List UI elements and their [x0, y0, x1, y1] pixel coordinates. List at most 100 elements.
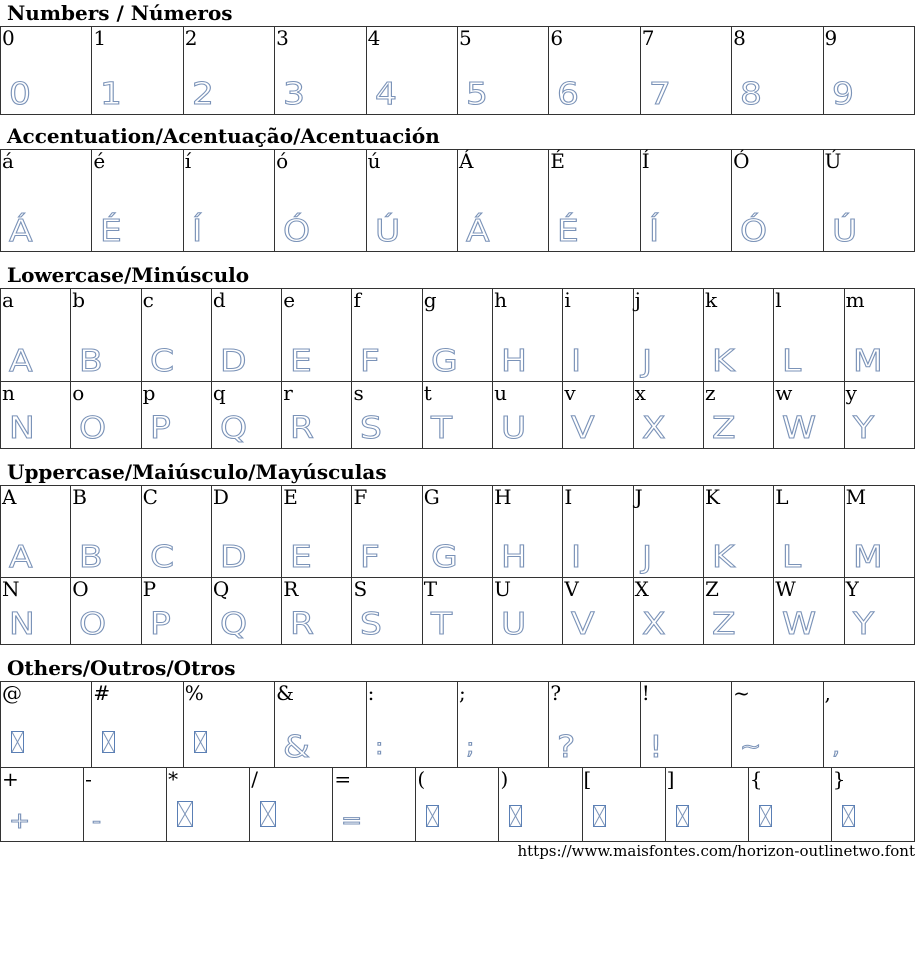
- outline-glyph: R: [290, 607, 315, 642]
- glyph-cell: pp: [140, 381, 212, 449]
- glyph-label: t: [423, 381, 432, 405]
- glyph-cell: uu: [492, 381, 564, 449]
- glyph-label: ]: [666, 767, 675, 791]
- font-specimen: Numbers / Números 0 0 1 1 2 2 3 3 4 4 5 5 6 6 7 7 8 8 9 9 Acc…: [0, 1, 916, 842]
- glyph-label: á: [2, 149, 14, 173]
- outline-glyph: s: [360, 411, 383, 446]
- glyph-cell: kk: [702, 288, 775, 382]
- glyph-label: É: [550, 149, 565, 173]
- missing-glyph-icon: [193, 731, 207, 757]
- glyph-cell: !!: [639, 681, 733, 768]
- outline-glyph: d: [219, 344, 247, 379]
- missing-glyph-icon: [11, 731, 24, 757]
- glyph-label: J: [634, 485, 643, 509]
- glyph-cell: zz: [702, 381, 775, 449]
- outline-glyph: p: [149, 411, 171, 446]
- glyph-label: K: [704, 485, 720, 509]
- outline-glyph: O: [79, 607, 107, 642]
- glyph-cell: ww: [773, 381, 845, 449]
- outline-glyph: G: [430, 540, 458, 575]
- glyph-cell: & &: [274, 681, 367, 768]
- outline-glyph: &: [283, 730, 311, 765]
- outline-glyph: k: [711, 344, 735, 379]
- glyph-cell: ll: [773, 288, 845, 382]
- outline-glyph: T: [430, 607, 452, 642]
- glyph-label: z: [704, 381, 716, 405]
- glyph-cell: *: [166, 767, 251, 842]
- section-title: Numbers / Números: [7, 1, 233, 25]
- outline-glyph: -: [92, 809, 102, 835]
- glyph-label: y: [845, 381, 857, 405]
- outline-glyph: F: [360, 540, 381, 575]
- outline-glyph: K: [711, 540, 735, 575]
- missing-glyph-icon: [509, 805, 523, 831]
- outline-glyph: V: [571, 607, 596, 642]
- glyph-label: %: [184, 681, 204, 705]
- glyph-label: 4: [367, 26, 381, 50]
- glyph-label: N: [2, 577, 20, 601]
- glyph-cell: (: [415, 767, 500, 842]
- outline-glyph: Q: [219, 607, 248, 642]
- glyph-cell: xx: [632, 381, 704, 449]
- glyph-label: ): [500, 767, 509, 791]
- missing-glyph-icon: [675, 805, 689, 831]
- glyph-cell: %: [182, 681, 276, 768]
- source-url[interactable]: https://www.maisfontes.com/horizon-outli…: [517, 842, 915, 860]
- section-title: Uppercase/Maiúsculo/Mayúsculas: [7, 460, 387, 484]
- glyph-label: u: [494, 381, 507, 405]
- glyph-cell: qq: [210, 381, 283, 449]
- glyph-label: o: [72, 381, 85, 405]
- outline-glyph: j: [641, 344, 652, 379]
- outline-glyph: a: [8, 344, 33, 379]
- glyph-label: x: [634, 381, 646, 405]
- glyph-label: R: [283, 577, 299, 601]
- glyph-label: Y: [845, 577, 859, 601]
- outline-glyph: á: [8, 214, 33, 249]
- outline-glyph: C: [149, 540, 174, 575]
- outline-glyph: Y: [852, 607, 874, 642]
- outline-glyph: Á: [465, 214, 490, 249]
- glyph-row: aabbccddeeffgghhiijjkkllmm: [0, 288, 916, 382]
- outline-glyph: u: [501, 411, 527, 446]
- outline-glyph: ú: [374, 214, 400, 249]
- glyph-cell: jj: [632, 288, 704, 382]
- glyph-cell: áá: [0, 149, 93, 252]
- glyph-label: {: [749, 767, 763, 791]
- glyph-label: P: [142, 577, 157, 601]
- glyph-cell: gg: [421, 288, 494, 382]
- outline-glyph: Ú: [831, 214, 857, 249]
- glyph-label: [: [583, 767, 592, 791]
- outline-glyph: 4: [374, 77, 397, 112]
- glyph-cell: ::: [365, 681, 458, 768]
- glyph-label: I: [564, 485, 573, 509]
- glyph-cell: ): [498, 767, 583, 842]
- glyph-label: O: [72, 577, 89, 601]
- glyph-cell: éé: [91, 149, 184, 252]
- glyph-cell: íí: [182, 149, 276, 252]
- outline-glyph: 0: [8, 77, 31, 112]
- glyph-label: ~: [733, 681, 750, 705]
- outline-glyph: X: [641, 607, 666, 642]
- outline-glyph: g: [430, 344, 458, 379]
- glyph-table: nnooppqqrrssttuuvvxxzzwwyy: [0, 381, 916, 449]
- glyph-cell: ss: [351, 381, 423, 449]
- glyph-cell: cc: [140, 288, 212, 382]
- glyph-label: 8: [733, 26, 746, 50]
- glyph-label: H: [494, 485, 512, 509]
- glyph-label: M: [845, 485, 867, 509]
